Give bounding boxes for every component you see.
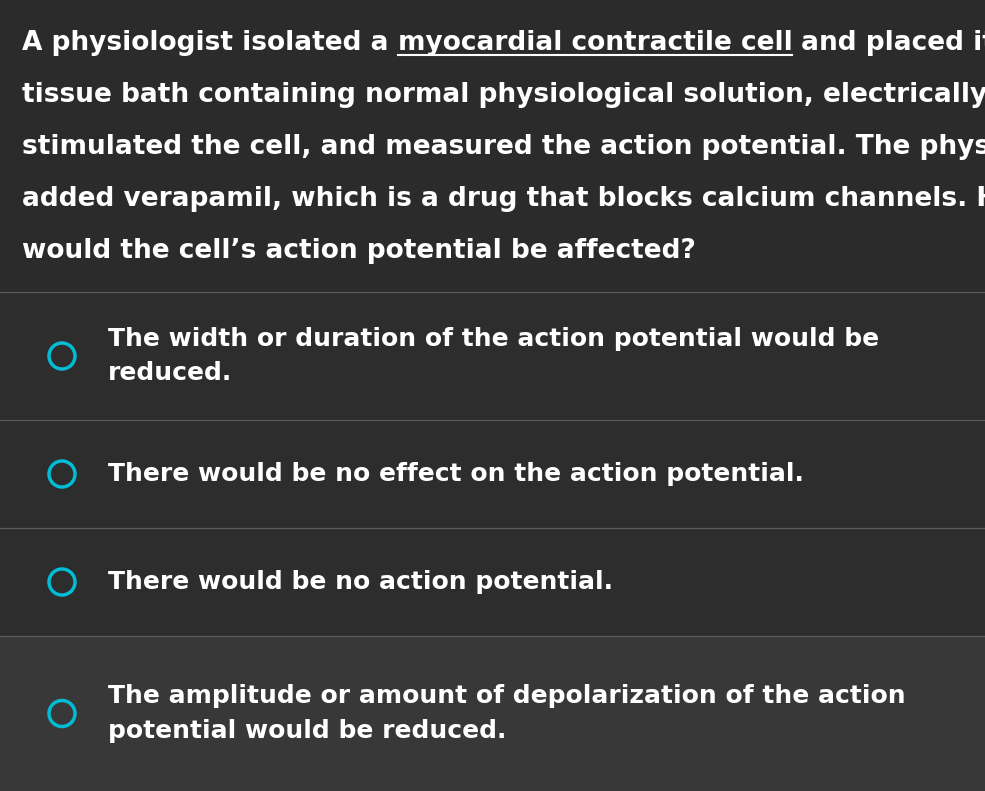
Text: stimulated the cell, and measured the action potential. The physiologist: stimulated the cell, and measured the ac…: [22, 134, 985, 160]
Text: added verapamil, which is a drug that blocks calcium channels. How: added verapamil, which is a drug that bl…: [22, 186, 985, 212]
Text: The width or duration of the action potential would be: The width or duration of the action pote…: [108, 327, 880, 351]
Text: tissue bath containing normal physiological solution, electrically: tissue bath containing normal physiologi…: [22, 82, 985, 108]
Text: would the cell’s action potential be affected?: would the cell’s action potential be aff…: [22, 238, 695, 264]
Text: and placed it in a: and placed it in a: [792, 30, 985, 56]
Bar: [0, 636, 985, 791]
Text: The amplitude or amount of depolarization of the action: The amplitude or amount of depolarizatio…: [108, 684, 905, 709]
Bar: [0, 0, 985, 292]
Text: There would be no action potential.: There would be no action potential.: [108, 570, 613, 594]
Text: potential would be reduced.: potential would be reduced.: [108, 718, 506, 743]
Text: myocardial contractile cell: myocardial contractile cell: [398, 30, 792, 56]
Bar: [0, 292, 985, 420]
Bar: [0, 528, 985, 636]
Text: There would be no effect on the action potential.: There would be no effect on the action p…: [108, 462, 804, 486]
Text: reduced.: reduced.: [108, 361, 232, 385]
Bar: [0, 420, 985, 528]
Text: A physiologist isolated a: A physiologist isolated a: [22, 30, 398, 56]
